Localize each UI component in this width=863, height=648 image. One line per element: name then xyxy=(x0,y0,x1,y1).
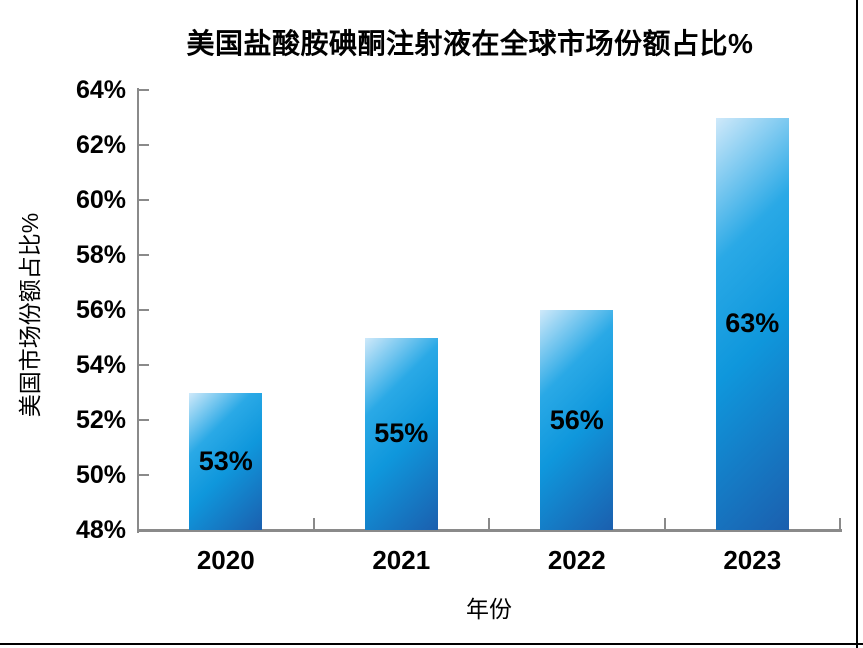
y-axis-line xyxy=(137,88,139,533)
y-tick-label: 58% xyxy=(75,241,126,269)
x-axis-tick xyxy=(839,518,841,530)
y-tick-label: 56% xyxy=(75,296,126,324)
y-axis-tick xyxy=(139,144,149,146)
y-tick-label: 64% xyxy=(75,76,126,104)
bar: 53% xyxy=(189,392,263,530)
x-tick-label: 2022 xyxy=(547,545,606,575)
x-axis-title: 年份 xyxy=(466,596,512,622)
table-cell-border-right xyxy=(856,0,858,648)
bar: 55% xyxy=(364,337,438,530)
y-tick-label: 50% xyxy=(75,461,126,489)
y-axis-tick xyxy=(139,199,149,201)
bar-value-label: 63% xyxy=(725,308,780,339)
bar: 56% xyxy=(540,310,614,530)
y-axis-tick xyxy=(139,309,149,311)
y-tick-label: 62% xyxy=(75,131,126,159)
y-tick-label: 48% xyxy=(75,516,126,544)
x-axis-tick xyxy=(312,518,315,530)
y-tick-label: 52% xyxy=(75,406,126,434)
y-axis-tick xyxy=(139,364,149,366)
bar-value-label: 56% xyxy=(549,404,604,435)
y-axis-tick xyxy=(139,254,149,256)
bar-value-label: 53% xyxy=(198,445,253,476)
y-tick-label: 54% xyxy=(75,351,126,379)
x-axis-line xyxy=(137,529,842,532)
y-axis-tick xyxy=(139,474,149,476)
chart-title: 美国盐酸胺碘酮注射液在全球市场份额占比% xyxy=(186,28,754,59)
y-axis-tick xyxy=(139,419,149,421)
x-axis-tick xyxy=(488,518,490,530)
bar: 63% xyxy=(715,117,789,530)
table-cell-border-bottom xyxy=(0,643,863,645)
x-tick-label: 2023 xyxy=(723,545,782,575)
y-axis-tick xyxy=(139,529,149,531)
x-tick-label: 2021 xyxy=(372,545,431,575)
x-tick-label: 2020 xyxy=(196,545,255,575)
bar-value-label: 55% xyxy=(374,418,429,449)
y-tick-label: 60% xyxy=(75,186,126,214)
x-axis-tick xyxy=(663,518,666,530)
y-axis-tick xyxy=(139,89,149,91)
